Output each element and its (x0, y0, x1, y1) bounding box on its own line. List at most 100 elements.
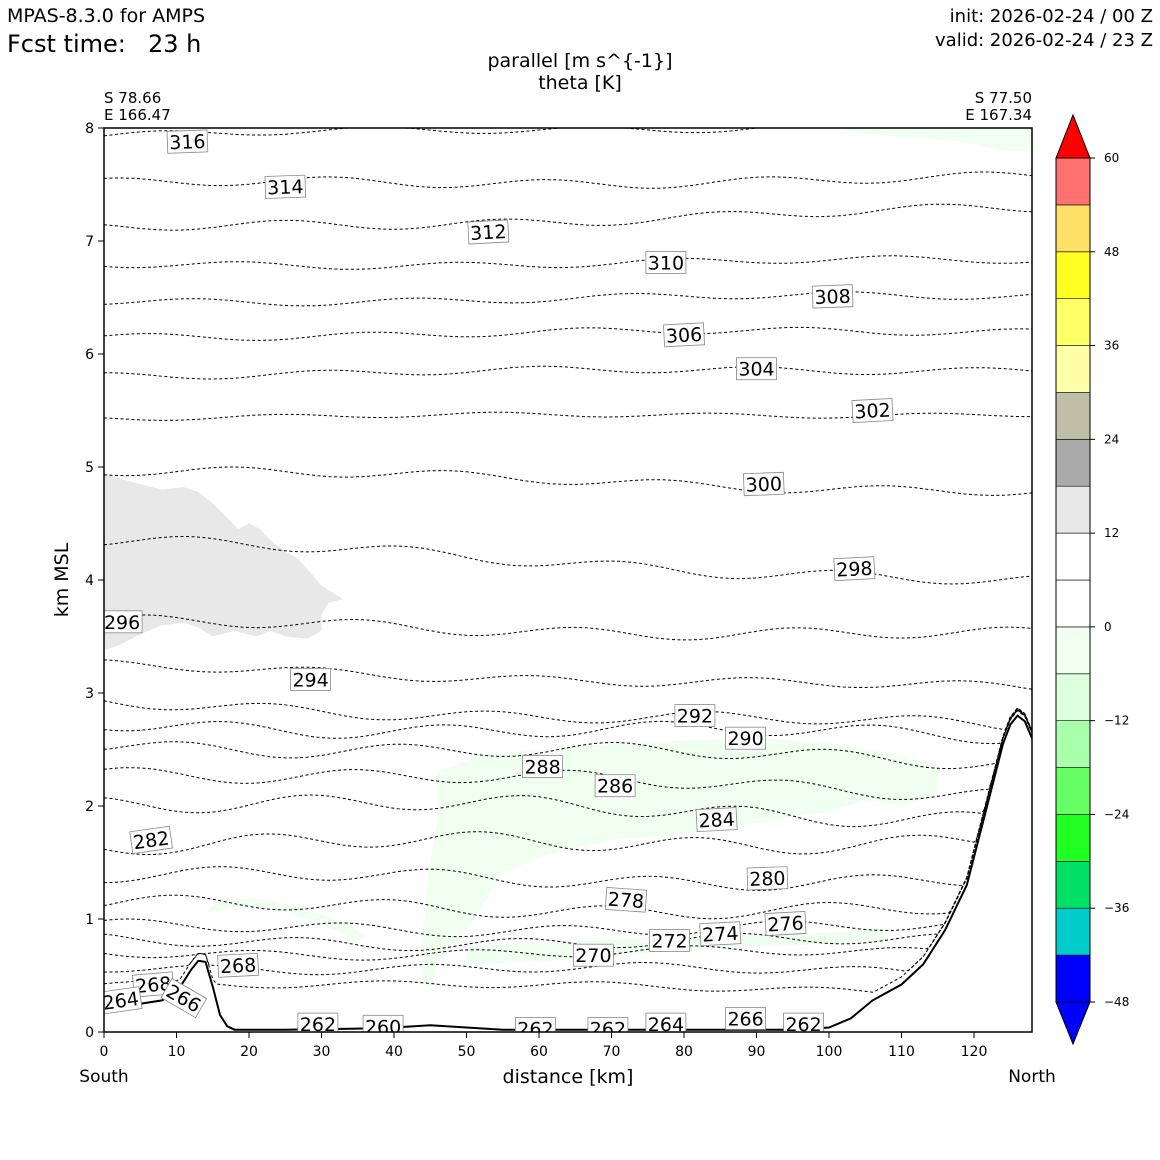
x-tick-label: 100 (816, 1044, 843, 1060)
colorbar-under-arrow (1055, 1001, 1091, 1046)
contour-label-box (104, 610, 143, 634)
contour-label-text: 260 (365, 1016, 401, 1038)
contour-label-296: 296 (104, 610, 143, 634)
x-tick-label: 110 (888, 1044, 915, 1060)
contour-label-262: 262 (587, 1017, 629, 1032)
colorbar-segment (1055, 532, 1091, 581)
y-tick-label: 6 (85, 347, 94, 363)
contour-label-272: 272 (649, 929, 690, 953)
contour-label-text: 264 (648, 1014, 684, 1036)
contour-label-308: 308 (811, 284, 854, 309)
wind-shading (104, 128, 1032, 999)
chart-title: parallel [m s^{-1}] (487, 50, 672, 72)
contour-label-text: 272 (651, 931, 687, 953)
colorbar-tick-label: 12 (1104, 526, 1119, 540)
start-longitude: E 166.47 (104, 106, 171, 124)
contour-label-text: 262 (785, 1014, 821, 1036)
theta-contour-308 (104, 291, 1032, 307)
colorbar-segment (1055, 251, 1091, 300)
contour-label-278: 278 (604, 887, 648, 913)
contour-label-270: 270 (573, 943, 614, 967)
contour-label-text: 278 (607, 889, 645, 913)
x-tick-label: 0 (100, 1044, 109, 1060)
x-tick-label: 30 (313, 1044, 331, 1060)
contour-label-298: 298 (833, 556, 876, 582)
contour-label-text: 288 (524, 757, 560, 779)
x-tick-label: 120 (961, 1044, 988, 1060)
contour-label-box (264, 174, 307, 199)
contour-label-text: 308 (814, 286, 851, 309)
colorbar-segment (1055, 814, 1091, 862)
contour-label-box (746, 866, 789, 891)
negative-wind-region-low (205, 898, 365, 942)
colorbar-segment (1055, 954, 1091, 1003)
colorbar-segment (1055, 673, 1091, 721)
contour-label-text: 266 (727, 1008, 763, 1030)
contour-label-text: 316 (169, 131, 206, 154)
colorbar-segment (1055, 626, 1091, 675)
fcst-time-value: 23 h (148, 30, 201, 58)
y-tick-label: 4 (85, 573, 94, 589)
x-axis: 0 10 20 30 40 50 60 70 80 90 100 110 120 (100, 1032, 988, 1060)
contour-label-box (764, 911, 807, 936)
contour-label-294: 294 (290, 668, 332, 691)
x-tick-label: 50 (458, 1044, 476, 1060)
chart-subtitle: theta [K] (538, 72, 622, 94)
contour-label-306: 306 (663, 322, 705, 348)
contour-label-box (736, 357, 777, 381)
colorbar-segment (1055, 204, 1091, 253)
plot-area: 316 314 312 310 308 306 304 302 300 298 296 294 292 2… (104, 128, 1032, 1041)
contour-label-260: 260 (362, 1014, 404, 1038)
y-axis: 0 1 2 3 4 5 6 7 8 (85, 121, 104, 1041)
contour-label-292: 292 (674, 704, 716, 728)
contour-label-box (160, 978, 208, 1019)
contour-label-box (217, 952, 260, 978)
colorbar-tick-label: 0 (1104, 620, 1112, 634)
colorbar-segment (1055, 767, 1091, 815)
contour-label-text: 262 (517, 1019, 553, 1041)
y-tick-label: 0 (85, 1025, 94, 1041)
contour-label-276: 276 (764, 911, 807, 936)
contour-labels: 316 314 312 310 308 306 304 302 300 298 296 294 292 2… (104, 129, 894, 1041)
colorbar: 60 48 36 24 12 0 −12 −24 −36 −48 (1055, 113, 1129, 1046)
contour-label-274: 274 (699, 921, 742, 947)
contour-label-262: 262 (515, 1017, 556, 1041)
x-tick-label: 20 (240, 1044, 258, 1060)
theta-contour-272 (104, 707, 1032, 961)
contour-label-text: 306 (665, 324, 702, 348)
contour-label-290: 290 (725, 726, 766, 750)
contour-label-text: 280 (749, 868, 786, 891)
contour-label-text: 292 (677, 706, 713, 728)
contour-label-text: 282 (132, 827, 171, 854)
colorbar-frame (1055, 157, 1091, 1003)
y-tick-label: 2 (85, 799, 94, 815)
end-longitude: E 167.34 (965, 106, 1032, 124)
colorbar-segment (1055, 157, 1091, 206)
contour-label-288: 288 (522, 755, 563, 779)
contour-label-280: 280 (746, 866, 789, 891)
model-name: MPAS-8.3.0 for AMPS (7, 5, 205, 27)
y-tick-label: 8 (85, 121, 94, 137)
contour-label-box (594, 774, 636, 798)
contour-label-box (362, 1014, 404, 1032)
colorbar-tick-label: −24 (1104, 807, 1129, 821)
theta-contour-278 (104, 708, 1032, 920)
contour-label-box (166, 129, 209, 154)
theta-contour-268 (104, 707, 1032, 993)
theta-contour-292 (104, 700, 1032, 733)
contour-label-284: 284 (695, 807, 738, 833)
contour-label-text: 268 (219, 954, 256, 978)
colorbar-tick-label: −48 (1104, 995, 1129, 1009)
contour-label-box (515, 1017, 556, 1032)
contour-label-box (645, 1012, 687, 1032)
end-latitude: S 77.50 (975, 89, 1032, 107)
y-tick-label: 7 (85, 234, 94, 250)
colorbar-segment (1055, 720, 1091, 768)
contour-label-text: 290 (727, 728, 763, 750)
colorbar-tick-label: −36 (1104, 901, 1129, 915)
contour-label-box (604, 887, 648, 913)
x-tick-label: 60 (530, 1044, 548, 1060)
theta-contour-310 (104, 255, 1032, 270)
contour-label-316: 316 (166, 129, 209, 154)
